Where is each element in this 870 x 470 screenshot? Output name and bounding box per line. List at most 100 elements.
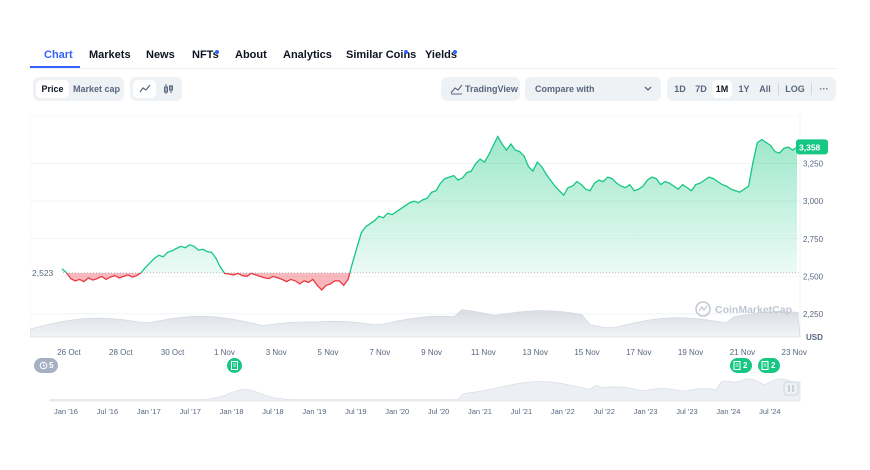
range-navigator[interactable]: Jan '16 Jul '16 Jan '17 Jul '17 Jan '18 Jul '…: [30, 370, 840, 420]
candlestick-button[interactable]: [157, 80, 180, 98]
volume-currency-label: USD: [806, 333, 823, 342]
coinmarketcap-logo-icon: [695, 301, 711, 317]
range-1y-button[interactable]: 1Y: [738, 84, 750, 94]
tab-similar-coins-new-dot: [404, 50, 408, 54]
tab-nfts[interactable]: NFTs: [192, 49, 219, 61]
market-cap-button[interactable]: Market cap: [72, 84, 121, 94]
price-chart-svg: 3,250 3,000 2,750 2,500 2,250 26 Oct 28 Oct 30…: [27, 114, 828, 357]
navigator-label: Jan '16: [54, 407, 78, 416]
tab-similar-coins[interactable]: Similar Coins: [346, 49, 417, 61]
history-events-count: 5: [49, 361, 54, 370]
x-tick-label: 30 Oct: [161, 348, 185, 357]
navigator-label: Jan '19: [302, 407, 326, 416]
baseline-tag-label: 2,523: [32, 268, 54, 278]
tab-chart[interactable]: Chart: [44, 49, 73, 61]
x-tick-label: 23 Nov: [782, 348, 807, 357]
navigator-label: Jan '24: [716, 407, 740, 416]
news-event-marker-1[interactable]: [227, 358, 242, 373]
x-tick-label: 26 Oct: [57, 348, 81, 357]
tab-about[interactable]: About: [235, 49, 267, 61]
more-divider: [811, 83, 812, 95]
y-tick-label: 3,000: [803, 197, 824, 206]
navigator-label: Jan '17: [137, 407, 161, 416]
document-icon: [759, 358, 771, 378]
y-tick-label: 2,250: [803, 310, 824, 319]
tab-nfts-new-dot: [215, 50, 219, 54]
history-events-marker[interactable]: 5: [34, 358, 58, 373]
x-tick-label: 1 Nov: [214, 348, 235, 357]
chart-toolbar: Price Market cap TradingView Compare wit…: [30, 77, 838, 101]
x-tick-label: 15 Nov: [574, 348, 599, 357]
navigator-label: Jul '17: [179, 407, 200, 416]
range-handle-icon[interactable]: [783, 381, 799, 396]
range-7d-button[interactable]: 7D: [695, 84, 707, 94]
x-tick-label: 3 Nov: [266, 348, 287, 357]
chevron-down-icon: [644, 86, 652, 91]
navigator-label: Jan '21: [468, 407, 492, 416]
more-options-button[interactable]: ···: [819, 84, 829, 94]
tradingview-button[interactable]: TradingView: [441, 77, 520, 101]
navigator-label: Jul '18: [262, 407, 283, 416]
news-event-count: 2: [743, 361, 748, 370]
y-tick-label: 2,500: [803, 272, 824, 281]
log-scale-button[interactable]: LOG: [785, 84, 805, 94]
tab-analytics[interactable]: Analytics: [283, 49, 332, 61]
volume-area: [29, 309, 801, 338]
x-tick-label: 5 Nov: [318, 348, 339, 357]
y-tick-label: 3,250: [803, 160, 824, 169]
x-tick-label: 11 Nov: [471, 348, 496, 357]
tradingview-chart-icon: [450, 84, 463, 95]
navigator-label: Jul '21: [511, 407, 532, 416]
navigator-label: Jan '22: [551, 407, 575, 416]
last-price-label: 3,358: [799, 142, 821, 152]
x-tick-label: 7 Nov: [369, 348, 390, 357]
navigator-label: Jan '20: [385, 407, 409, 416]
range-1d-button[interactable]: 1D: [674, 84, 686, 94]
tab-yields-new-dot: [453, 50, 457, 54]
document-icon: [731, 358, 743, 378]
y-axis-ticks: 3,250 3,000 2,750 2,500 2,250: [803, 160, 824, 319]
navigator-labels: Jan '16 Jul '16 Jan '17 Jul '17 Jan '18 Jul '…: [54, 407, 781, 416]
navigator-label: Jul '16: [97, 407, 118, 416]
news-event-marker-2[interactable]: 2: [730, 358, 752, 373]
tab-yields[interactable]: Yields: [425, 49, 457, 61]
price-area-below-baseline: [66, 272, 350, 290]
navigator-label: Jan '23: [634, 407, 658, 416]
tab-markets[interactable]: Markets: [89, 49, 131, 61]
range-all-button[interactable]: All: [759, 84, 771, 94]
price-line-up: [61, 135, 798, 273]
news-event-marker-3[interactable]: 2: [758, 358, 780, 373]
compare-with-dropdown[interactable]: Compare with: [525, 77, 661, 101]
price-button[interactable]: Price: [36, 80, 69, 98]
navigator-label: Jul '19: [345, 407, 366, 416]
price-chart[interactable]: 3,250 3,000 2,750 2,500 2,250 26 Oct 28 Oct 30…: [27, 114, 840, 405]
coinmarketcap-watermark: CoinMarketCap: [695, 301, 792, 317]
x-tick-label: 17 Nov: [626, 348, 651, 357]
line-chart-button[interactable]: [133, 80, 156, 98]
history-icon: [39, 358, 48, 378]
tradingview-label: TradingView: [465, 84, 518, 94]
price-marketcap-switch: Price Market cap: [33, 77, 124, 101]
x-tick-label: 19 Nov: [678, 348, 703, 357]
last-price-tag: 3,358: [796, 139, 828, 155]
x-tick-label: 9 Nov: [421, 348, 442, 357]
watermark-text: CoinMarketCap: [715, 304, 792, 316]
x-axis-ticks: 26 Oct 28 Oct 30 Oct 1 Nov 3 Nov 5 Nov 7 Nov 9 …: [57, 348, 807, 357]
x-tick-label: 13 Nov: [523, 348, 548, 357]
news-event-count: 2: [771, 361, 776, 370]
candlestick-icon: [164, 84, 173, 94]
chart-type-switch: [130, 77, 182, 101]
baseline-price-tag: 2,523: [27, 265, 61, 280]
navigator-overview-area: [49, 378, 801, 402]
range-1m-button[interactable]: 1M: [712, 80, 732, 98]
range-divider: [778, 83, 779, 95]
navigator-label: Jul '23: [676, 407, 697, 416]
tab-bar: Chart Markets News NFTs About Analytics …: [30, 40, 838, 69]
compare-with-label: Compare with: [535, 84, 595, 94]
time-range-switch: 1D 7D 1M 1Y All LOG ···: [667, 77, 836, 101]
navigator-label: Jul '24: [759, 407, 780, 416]
navigator-label: Jan '18: [220, 407, 244, 416]
baseline-tag-box: [27, 265, 61, 280]
line-chart-icon: [139, 84, 151, 93]
tab-news[interactable]: News: [146, 49, 175, 61]
